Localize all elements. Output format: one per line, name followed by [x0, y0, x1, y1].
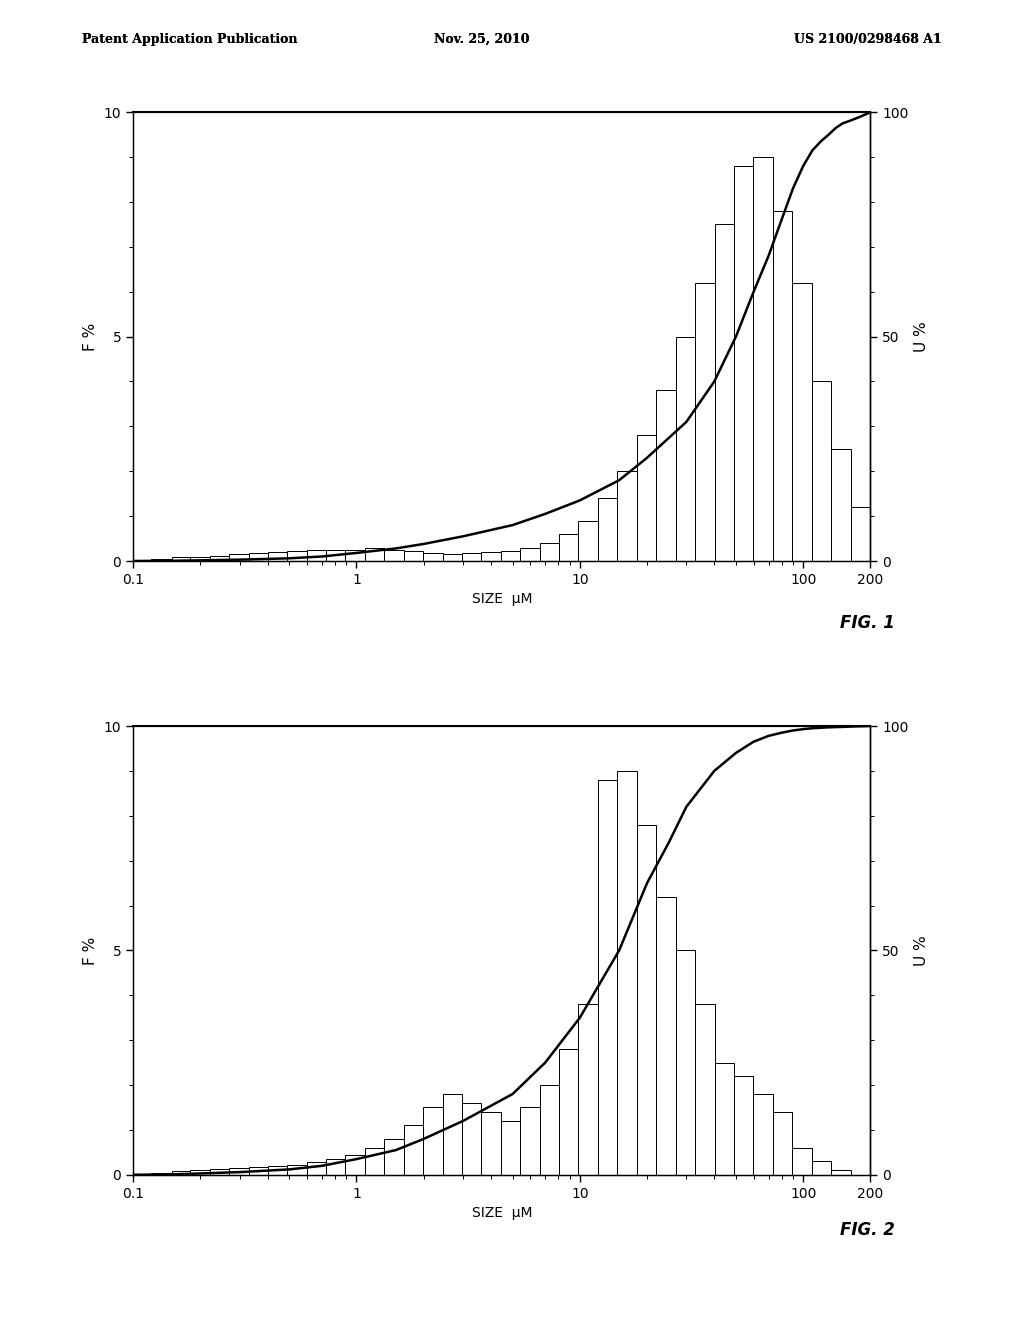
Bar — [210, 1170, 229, 1175]
Bar — [151, 558, 172, 561]
Text: Nov. 25, 2010: Nov. 25, 2010 — [433, 33, 529, 46]
Bar — [423, 1107, 442, 1175]
Bar — [754, 1094, 773, 1175]
Bar — [229, 554, 249, 561]
Bar — [637, 825, 656, 1175]
Bar — [559, 535, 579, 561]
Text: US 2100/0298468 A1: US 2100/0298468 A1 — [795, 33, 942, 46]
Bar — [190, 557, 210, 561]
Text: US 2100/0298468 A1: US 2100/0298468 A1 — [795, 33, 942, 46]
Bar — [249, 553, 267, 561]
Bar — [656, 896, 676, 1175]
Bar — [637, 436, 656, 561]
Bar — [597, 780, 617, 1175]
Bar — [793, 282, 812, 561]
Bar — [830, 1171, 851, 1175]
Bar — [307, 1162, 326, 1175]
Bar — [734, 166, 754, 561]
Bar — [734, 1076, 754, 1175]
Bar — [345, 550, 365, 561]
Bar — [267, 552, 288, 561]
Bar — [520, 1107, 540, 1175]
Bar — [617, 771, 637, 1175]
Bar — [403, 552, 423, 561]
Bar — [190, 1171, 210, 1175]
Text: FIG. 1: FIG. 1 — [840, 614, 895, 632]
Bar — [365, 548, 384, 561]
Bar — [326, 550, 345, 561]
Bar — [579, 520, 597, 561]
Bar — [307, 550, 326, 561]
Bar — [501, 1121, 520, 1175]
Bar — [754, 157, 773, 561]
Y-axis label: U %: U % — [914, 935, 929, 966]
Bar — [481, 552, 501, 561]
Text: Nov. 25, 2010: Nov. 25, 2010 — [433, 33, 529, 46]
Bar — [462, 1104, 481, 1175]
Bar — [326, 1159, 345, 1175]
Bar — [559, 1049, 579, 1175]
Bar — [773, 1111, 793, 1175]
Bar — [773, 211, 793, 561]
Bar — [812, 381, 830, 561]
Bar — [384, 1139, 403, 1175]
Bar — [229, 1168, 249, 1175]
Bar — [520, 548, 540, 561]
Bar — [288, 552, 307, 561]
Bar — [851, 507, 869, 561]
Bar — [656, 391, 676, 561]
Bar — [579, 1005, 597, 1175]
Bar — [210, 556, 229, 561]
Bar — [172, 1171, 190, 1175]
Y-axis label: F %: F % — [83, 936, 98, 965]
Bar — [812, 1162, 830, 1175]
Bar — [462, 553, 481, 561]
X-axis label: SIZE  μM: SIZE μM — [471, 1206, 532, 1220]
Bar — [267, 1166, 288, 1175]
Bar — [501, 552, 520, 561]
Text: FIG. 2: FIG. 2 — [840, 1221, 895, 1239]
Bar — [423, 553, 442, 561]
Text: Patent Application Publication: Patent Application Publication — [82, 33, 297, 46]
Bar — [830, 449, 851, 561]
Bar — [442, 554, 462, 561]
Bar — [403, 1126, 423, 1175]
Text: Patent Application Publication: Patent Application Publication — [82, 33, 297, 46]
Bar — [676, 950, 695, 1175]
Y-axis label: U %: U % — [914, 321, 929, 352]
Bar — [695, 282, 715, 561]
Bar — [151, 1172, 172, 1175]
Bar — [715, 224, 734, 561]
Bar — [793, 1148, 812, 1175]
Bar — [288, 1166, 307, 1175]
X-axis label: SIZE  μM: SIZE μM — [471, 593, 532, 606]
Bar — [597, 498, 617, 561]
Bar — [715, 1063, 734, 1175]
Bar — [172, 557, 190, 561]
Y-axis label: F %: F % — [83, 322, 98, 351]
Bar — [365, 1148, 384, 1175]
Bar — [481, 1111, 501, 1175]
Bar — [249, 1167, 267, 1175]
Bar — [384, 550, 403, 561]
Bar — [617, 471, 637, 561]
Bar — [540, 543, 559, 561]
Bar — [540, 1085, 559, 1175]
Bar — [442, 1094, 462, 1175]
Bar — [345, 1155, 365, 1175]
Bar — [695, 1005, 715, 1175]
Bar — [676, 337, 695, 561]
